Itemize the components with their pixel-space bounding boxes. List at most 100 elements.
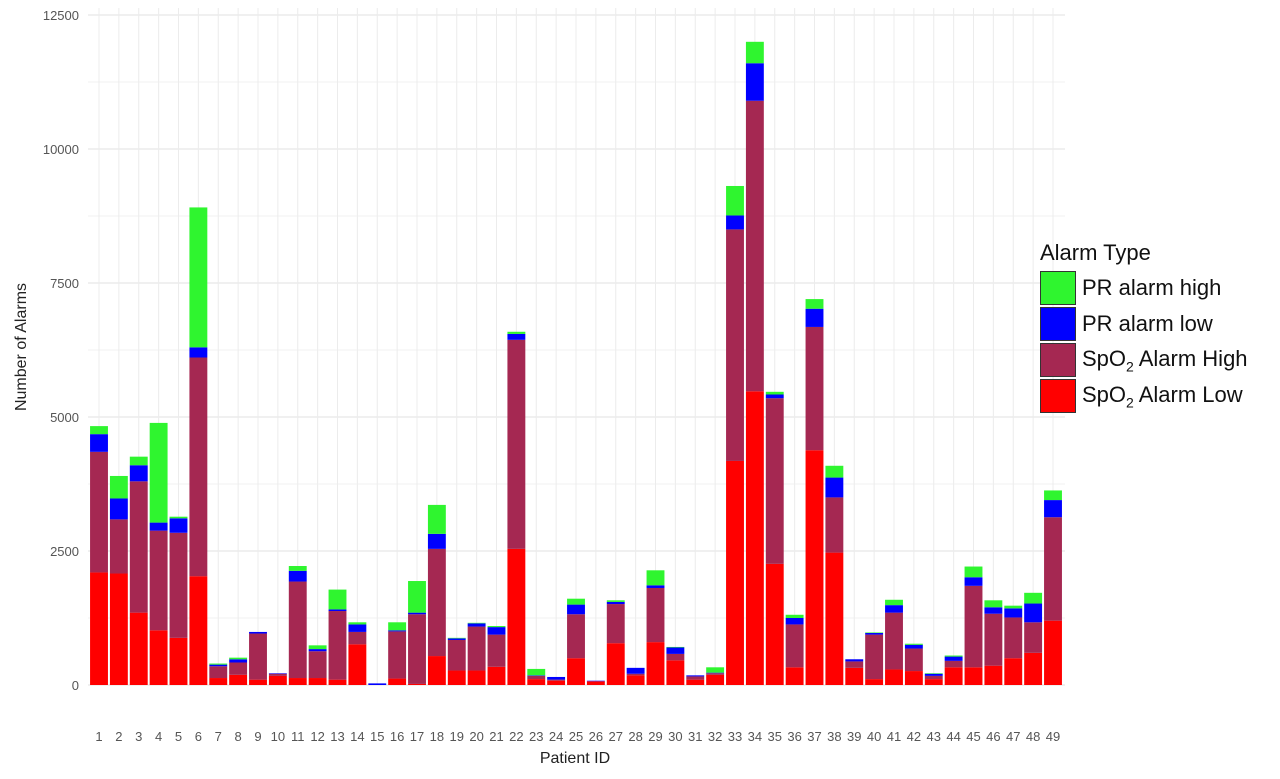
bar-segment-18-series-2 (427, 533, 446, 549)
bar-segment-5-series-3 (169, 516, 188, 519)
bar-segment-41-series-2 (885, 605, 903, 613)
bar-segment-4-series-0 (149, 630, 168, 685)
bar-segment-12-series-3 (308, 645, 327, 650)
x-axis-ticks: 1 2 3 4 5 6 7 8 9 10 11 12 13 14 15 16 17 18 19 20 21 22 23 24 2… (95, 729, 1060, 744)
x-tick-label: 49 (1046, 729, 1060, 744)
x-tick-label: 40 (867, 729, 881, 744)
bar-segment-46-series-2 (984, 607, 1003, 614)
x-tick-label: 30 (668, 729, 682, 744)
x-tick-label: 2 (115, 729, 122, 744)
x-tick-label: 23 (529, 729, 543, 744)
legend-swatch (1040, 271, 1076, 305)
bar-segment-48-series-0 (1024, 652, 1043, 685)
x-tick-label: 38 (827, 729, 841, 744)
bar-segment-28-series-0 (626, 675, 645, 685)
bar-segment-20-series-1 (467, 626, 486, 671)
x-tick-label: 24 (549, 729, 563, 744)
bar-segment-13-series-3 (328, 589, 347, 610)
bar-segment-37-series-1 (805, 326, 824, 451)
bar-segment-15-series-2 (368, 683, 387, 685)
bar-segment-2-series-0 (109, 573, 128, 685)
x-tick-label: 3 (135, 729, 142, 744)
legend-swatch (1040, 379, 1076, 413)
bar-segment-7-series-2 (209, 664, 228, 667)
bar-segment-1-series-1 (90, 451, 108, 573)
bar-segment-23-series-1 (527, 675, 546, 680)
bar-segment-35-series-1 (765, 398, 784, 564)
bar-segment-27-series-3 (606, 600, 625, 602)
x-tick-label: 48 (1026, 729, 1040, 744)
bar-segment-27-series-0 (606, 643, 625, 685)
bar-segment-46-series-0 (984, 665, 1003, 685)
x-tick-label: 44 (946, 729, 960, 744)
bar-segment-38-series-3 (825, 465, 844, 478)
bar-segment-43-series-2 (924, 673, 943, 676)
bar-segment-41-series-1 (885, 612, 903, 670)
x-tick-label: 43 (927, 729, 941, 744)
bar-segment-32-series-2 (706, 672, 725, 674)
x-tick-label: 15 (370, 729, 384, 744)
bar-segment-40-series-0 (865, 679, 884, 685)
bar-segment-3-series-0 (129, 612, 148, 685)
bar-segment-24-series-2 (547, 676, 566, 680)
bar-segment-36-series-1 (785, 624, 804, 668)
legend-swatch (1040, 307, 1076, 341)
bar-segment-25-series-0 (567, 658, 585, 685)
bar-segment-31-series-2 (686, 675, 705, 677)
y-tick-label: 0 (72, 678, 79, 693)
legend-item: SpO2 Alarm Low (1040, 378, 1248, 414)
x-tick-label: 12 (310, 729, 324, 744)
bar-segment-22-series-3 (507, 331, 526, 334)
bar-segment-16-series-3 (388, 622, 407, 631)
bar-segment-7-series-0 (209, 678, 228, 685)
x-tick-label: 33 (728, 729, 742, 744)
bar-segment-37-series-0 (805, 450, 824, 685)
bar-segment-18-series-3 (427, 504, 446, 534)
y-axis-label: Number of Alarms (13, 283, 30, 411)
bar-segment-12-series-1 (308, 651, 327, 679)
bar-segment-2-series-2 (109, 498, 128, 520)
bar-segment-49-series-3 (1044, 490, 1062, 501)
x-tick-label: 21 (489, 729, 503, 744)
bar-segment-37-series-3 (805, 299, 824, 309)
bar-segment-34-series-1 (745, 100, 764, 392)
bar-segment-40-series-2 (865, 633, 884, 635)
bar-segment-20-series-2 (467, 623, 486, 627)
bar-segment-7-series-3 (209, 663, 228, 665)
bar-segment-37-series-2 (805, 308, 824, 327)
bar-segment-2-series-3 (109, 475, 128, 499)
bar-segment-49-series-2 (1044, 500, 1062, 518)
bar-segment-24-series-1 (547, 679, 566, 681)
bar-segment-12-series-2 (308, 649, 327, 652)
x-tick-label: 32 (708, 729, 722, 744)
legend-label-rest: Alarm Low (1133, 381, 1243, 407)
bar-segment-14-series-0 (348, 644, 367, 685)
bar-segment-39-series-1 (845, 661, 864, 668)
x-tick-label: 34 (748, 729, 762, 744)
bar-segment-34-series-0 (745, 391, 764, 685)
bar-segment-9-series-2 (249, 631, 267, 634)
bar-segment-33-series-2 (726, 215, 744, 230)
bar-segment-48-series-3 (1024, 592, 1043, 604)
bar-segment-23-series-3 (527, 668, 546, 676)
bar-segment-14-series-2 (348, 624, 367, 632)
x-tick-label: 11 (291, 729, 305, 744)
x-tick-label: 37 (807, 729, 821, 744)
bar-segment-32-series-0 (706, 674, 725, 685)
bar-segment-45-series-3 (964, 566, 983, 578)
x-tick-label: 22 (509, 729, 523, 744)
bar-segment-8-series-3 (229, 657, 248, 660)
x-tick-label: 4 (155, 729, 162, 744)
bar-segment-2-series-1 (109, 519, 128, 574)
bar-segment-3-series-1 (129, 481, 148, 613)
bar-segment-1-series-3 (90, 426, 108, 435)
y-axis-ticks: 0 2500 5000 7500 10000 12500 (43, 8, 79, 693)
bar-segment-1-series-2 (90, 434, 108, 452)
legend: Alarm Type PR alarm high PR alarm low SpO2… (1040, 240, 1248, 414)
x-tick-label: 41 (887, 729, 901, 744)
bar-segment-21-series-0 (487, 666, 506, 685)
legend-label-main: PR alarm high (1082, 275, 1222, 300)
bar-segment-19-series-0 (447, 670, 466, 685)
bar-segment-33-series-1 (726, 229, 744, 461)
x-tick-label: 28 (628, 729, 642, 744)
